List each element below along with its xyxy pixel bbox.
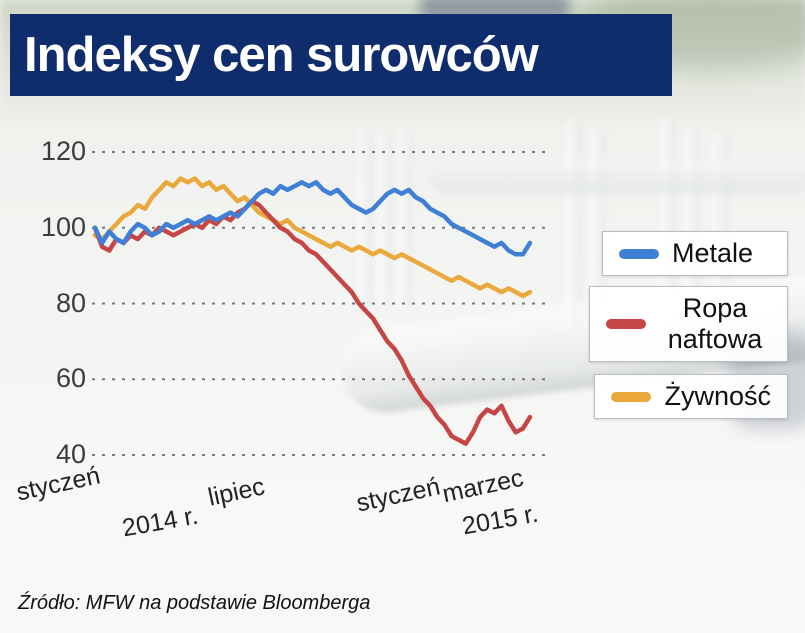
y-tick-label: 80 xyxy=(55,287,86,318)
legend-item-ropa-naftowa: Ropa naftowa xyxy=(589,286,788,363)
legend-label-ropa-naftowa: Ropa naftowa xyxy=(667,293,763,355)
y-tick-label: 100 xyxy=(40,211,86,242)
metale-line-swatch-icon xyxy=(618,248,659,259)
line-metale xyxy=(92,180,533,257)
y-tick-label: 120 xyxy=(40,136,86,166)
zywnosc-line-swatch-icon xyxy=(611,391,652,402)
legend-item-zywnosc: Żywność xyxy=(594,374,788,419)
line-ropa-naftowa xyxy=(92,198,533,446)
source-credit: Źródło: MFW na podstawie Bloomberga xyxy=(18,592,371,614)
legend-label-metale: Metale xyxy=(671,238,753,268)
y-tick-label: 60 xyxy=(55,363,86,394)
y-tick-label: 40 xyxy=(55,439,86,469)
title-bar: Indeksy cen surowców xyxy=(10,14,672,96)
legend-label-zywnosc: Żywność xyxy=(664,381,771,411)
page-title: Indeksy cen surowców xyxy=(24,28,539,82)
line-zywnosc xyxy=(92,176,533,299)
ropa-line-swatch-icon xyxy=(606,319,646,330)
legend-item-metale: Metale xyxy=(601,231,788,276)
